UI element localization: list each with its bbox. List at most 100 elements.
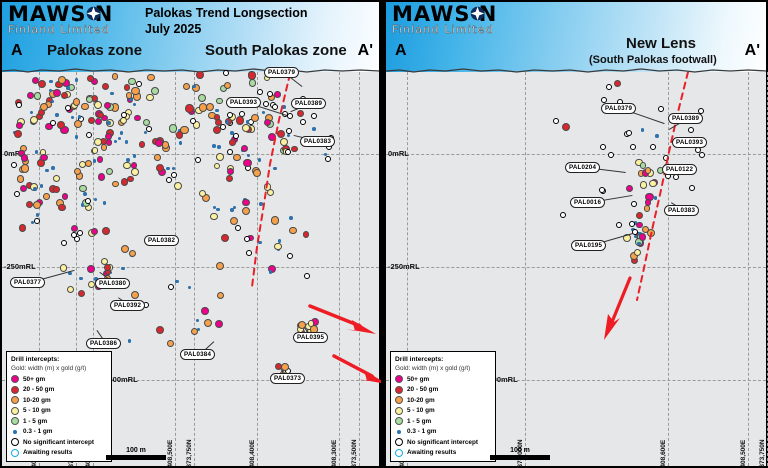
- drill-intercept-point: [632, 229, 639, 235]
- hole-label[interactable]: PAL0373: [270, 373, 306, 384]
- drill-intercept-point: [198, 103, 207, 112]
- drill-intercept-point: [168, 124, 178, 133]
- hole-label[interactable]: PAL0395: [293, 332, 329, 343]
- topography-line-right: [386, 68, 766, 73]
- hole-label[interactable]: PAL0384: [180, 349, 216, 360]
- drill-intercept-point: [244, 235, 251, 242]
- drill-intercept-point: [94, 100, 102, 109]
- hole-label[interactable]: PAL0389: [668, 113, 704, 124]
- drill-intercept-point: [55, 113, 59, 117]
- drill-intercept-point: [655, 134, 659, 138]
- drill-intercept-point: [166, 340, 174, 347]
- drill-intercept-point: [217, 145, 221, 149]
- drill-intercept-point: [119, 117, 127, 125]
- legend-item: No significant intercept: [395, 437, 491, 448]
- drill-intercept-point: [96, 156, 104, 163]
- drill-intercept-point: [121, 111, 128, 118]
- hole-label[interactable]: PAL0379: [264, 67, 300, 78]
- scale-bar-label: 100 m: [126, 447, 146, 454]
- drill-intercept-point: [202, 194, 211, 203]
- drill-intercept-point: [49, 79, 53, 84]
- drill-intercept-point: [90, 227, 98, 235]
- drill-intercept-point: [285, 148, 292, 155]
- drill-intercept-point: [289, 226, 297, 235]
- drill-intercept-point: [20, 164, 29, 173]
- hole-label[interactable]: PAL0392: [110, 300, 146, 311]
- grid-line-h: [386, 267, 766, 268]
- drill-intercept-point: [103, 102, 111, 110]
- drill-intercept-point: [16, 175, 25, 183]
- drill-intercept-point: [106, 167, 114, 175]
- legend-item-label: 1 - 5 gm: [23, 417, 48, 425]
- logo-wordmark: MAWS N: [8, 2, 114, 26]
- drill-intercept-point: [138, 140, 146, 148]
- drill-intercept-point: [230, 217, 239, 226]
- drill-intercept-point: [104, 264, 111, 272]
- drill-intercept-point: [607, 152, 614, 158]
- drill-intercept-point: [201, 307, 209, 315]
- hole-label[interactable]: PAL0204: [565, 162, 601, 173]
- hole-label[interactable]: PAL0389: [291, 98, 327, 109]
- drill-intercept-point: [79, 161, 87, 169]
- drill-intercept-point: [198, 93, 207, 102]
- drill-intercept-point: [173, 181, 182, 190]
- mawson-logo: MAWS N Finland Limited: [8, 4, 138, 36]
- drill-intercept-point: [241, 206, 250, 215]
- drill-intercept-point: [92, 159, 97, 163]
- grid-line-v: [525, 72, 526, 466]
- drill-intercept-point: [216, 153, 224, 162]
- hole-label[interactable]: PAL0386: [86, 338, 122, 349]
- hole-label[interactable]: PAL0383: [664, 205, 700, 216]
- drill-intercept-point: [155, 163, 164, 173]
- legend-swatch: [11, 375, 19, 384]
- hole-label[interactable]: PAL0393: [672, 137, 708, 148]
- drill-intercept-point: [561, 122, 571, 131]
- hole-label[interactable]: PAL0382: [144, 235, 180, 246]
- drill-intercept-point: [79, 276, 83, 281]
- drill-intercept-point: [16, 122, 23, 129]
- grid-line-h: [2, 267, 379, 268]
- hole-label[interactable]: PAL0393: [226, 97, 262, 108]
- hole-label[interactable]: PAL0379: [601, 103, 637, 114]
- drill-intercept-point: [16, 101, 23, 108]
- hole-label[interactable]: PAL0016: [570, 197, 606, 208]
- drill-intercept-point: [223, 81, 231, 89]
- drill-intercept-point: [128, 249, 137, 257]
- drill-intercept-point: [171, 166, 176, 171]
- section-start-label-right: A: [395, 42, 407, 59]
- drill-intercept-point: [267, 133, 276, 142]
- legend-swatch: [395, 396, 403, 405]
- drill-intercept-point: [74, 119, 83, 128]
- drill-intercept-point: [155, 325, 164, 335]
- drill-intercept-point: [257, 89, 264, 96]
- drill-intercept-point: [26, 92, 34, 100]
- drill-intercept-point: [72, 98, 80, 106]
- legend-item-label: 0.3 - 1 gm: [23, 428, 53, 436]
- depth-label: 0mRL: [4, 149, 25, 158]
- panel-right: MAWS N Finland Limited A A' New Lens (So…: [384, 0, 768, 468]
- pointer-arrow-2: [332, 354, 381, 383]
- legend-item: 20 - 50 gm: [11, 385, 107, 396]
- drill-intercept-point: [239, 110, 246, 117]
- drill-intercept-point: [215, 108, 219, 113]
- section-start-label-left: A: [11, 42, 23, 59]
- drill-intercept-point: [242, 123, 251, 132]
- hole-label[interactable]: PAL0195: [571, 240, 607, 251]
- drill-intercept-point: [601, 96, 607, 103]
- hole-label[interactable]: PAL0122: [662, 164, 698, 175]
- section-end-label-left: A': [357, 42, 373, 59]
- grid-line-v: [39, 72, 40, 466]
- hole-label[interactable]: PAL0383: [300, 136, 336, 147]
- drill-intercept-point: [605, 84, 612, 90]
- legend-swatch: [395, 406, 403, 415]
- hole-label[interactable]: PAL0380: [95, 278, 131, 289]
- drill-intercept-point: [212, 205, 217, 210]
- topography-line-left: [2, 68, 379, 73]
- drill-intercept-point: [151, 86, 159, 95]
- drill-intercept-point: [170, 172, 177, 178]
- drill-intercept-point: [88, 281, 96, 289]
- drill-intercept-point: [274, 91, 281, 98]
- drill-intercept-point: [307, 319, 315, 327]
- hole-label[interactable]: PAL0377: [10, 277, 46, 288]
- drill-intercept-point: [264, 118, 272, 126]
